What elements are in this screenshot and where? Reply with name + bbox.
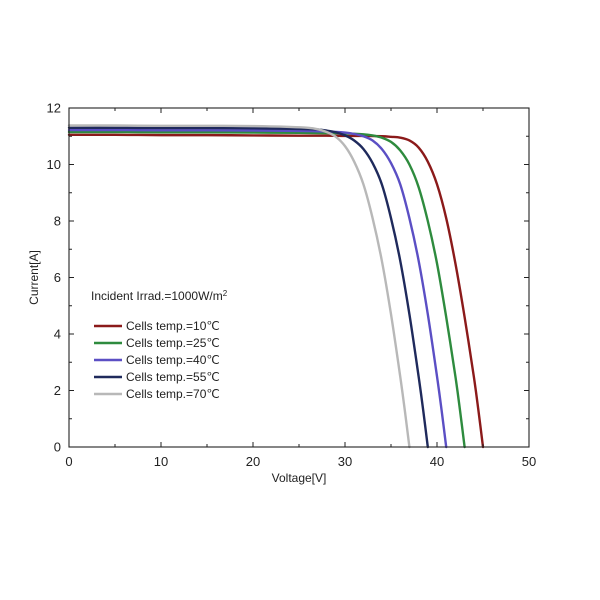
x-tick-label: 30 [338,454,352,469]
y-tick-label: 4 [54,327,61,342]
y-tick-label: 12 [47,101,61,116]
legend-label-4: Cells temp.=55℃ [126,370,220,384]
y-tick-label: 6 [54,270,61,285]
irradiance-annotation: Incident Irrad.=1000W/m2 [91,289,228,304]
x-tick-label: 20 [246,454,260,469]
legend-label-2: Cells temp.=25℃ [126,336,220,350]
x-tick-label: 40 [430,454,444,469]
y-tick-label: 0 [54,440,61,455]
irradiance-annotation-superscript: 2 [223,289,228,298]
y-tick-label: 8 [54,214,61,229]
legend-label-3: Cells temp.=40℃ [126,353,220,367]
x-tick-label: 50 [522,454,536,469]
y-tick-label: 10 [47,157,61,172]
x-axis-title: Voltage[V] [272,471,327,485]
y-axis-title: Current[A] [27,250,41,305]
legend-label-1: Cells temp.=10℃ [126,319,220,333]
x-tick-label: 10 [154,454,168,469]
legend-label-5: Cells temp.=70℃ [126,387,220,401]
x-tick-label: 0 [65,454,72,469]
y-tick-label: 2 [54,383,61,398]
irradiance-annotation-text: Incident Irrad.=1000W/m [91,289,223,303]
